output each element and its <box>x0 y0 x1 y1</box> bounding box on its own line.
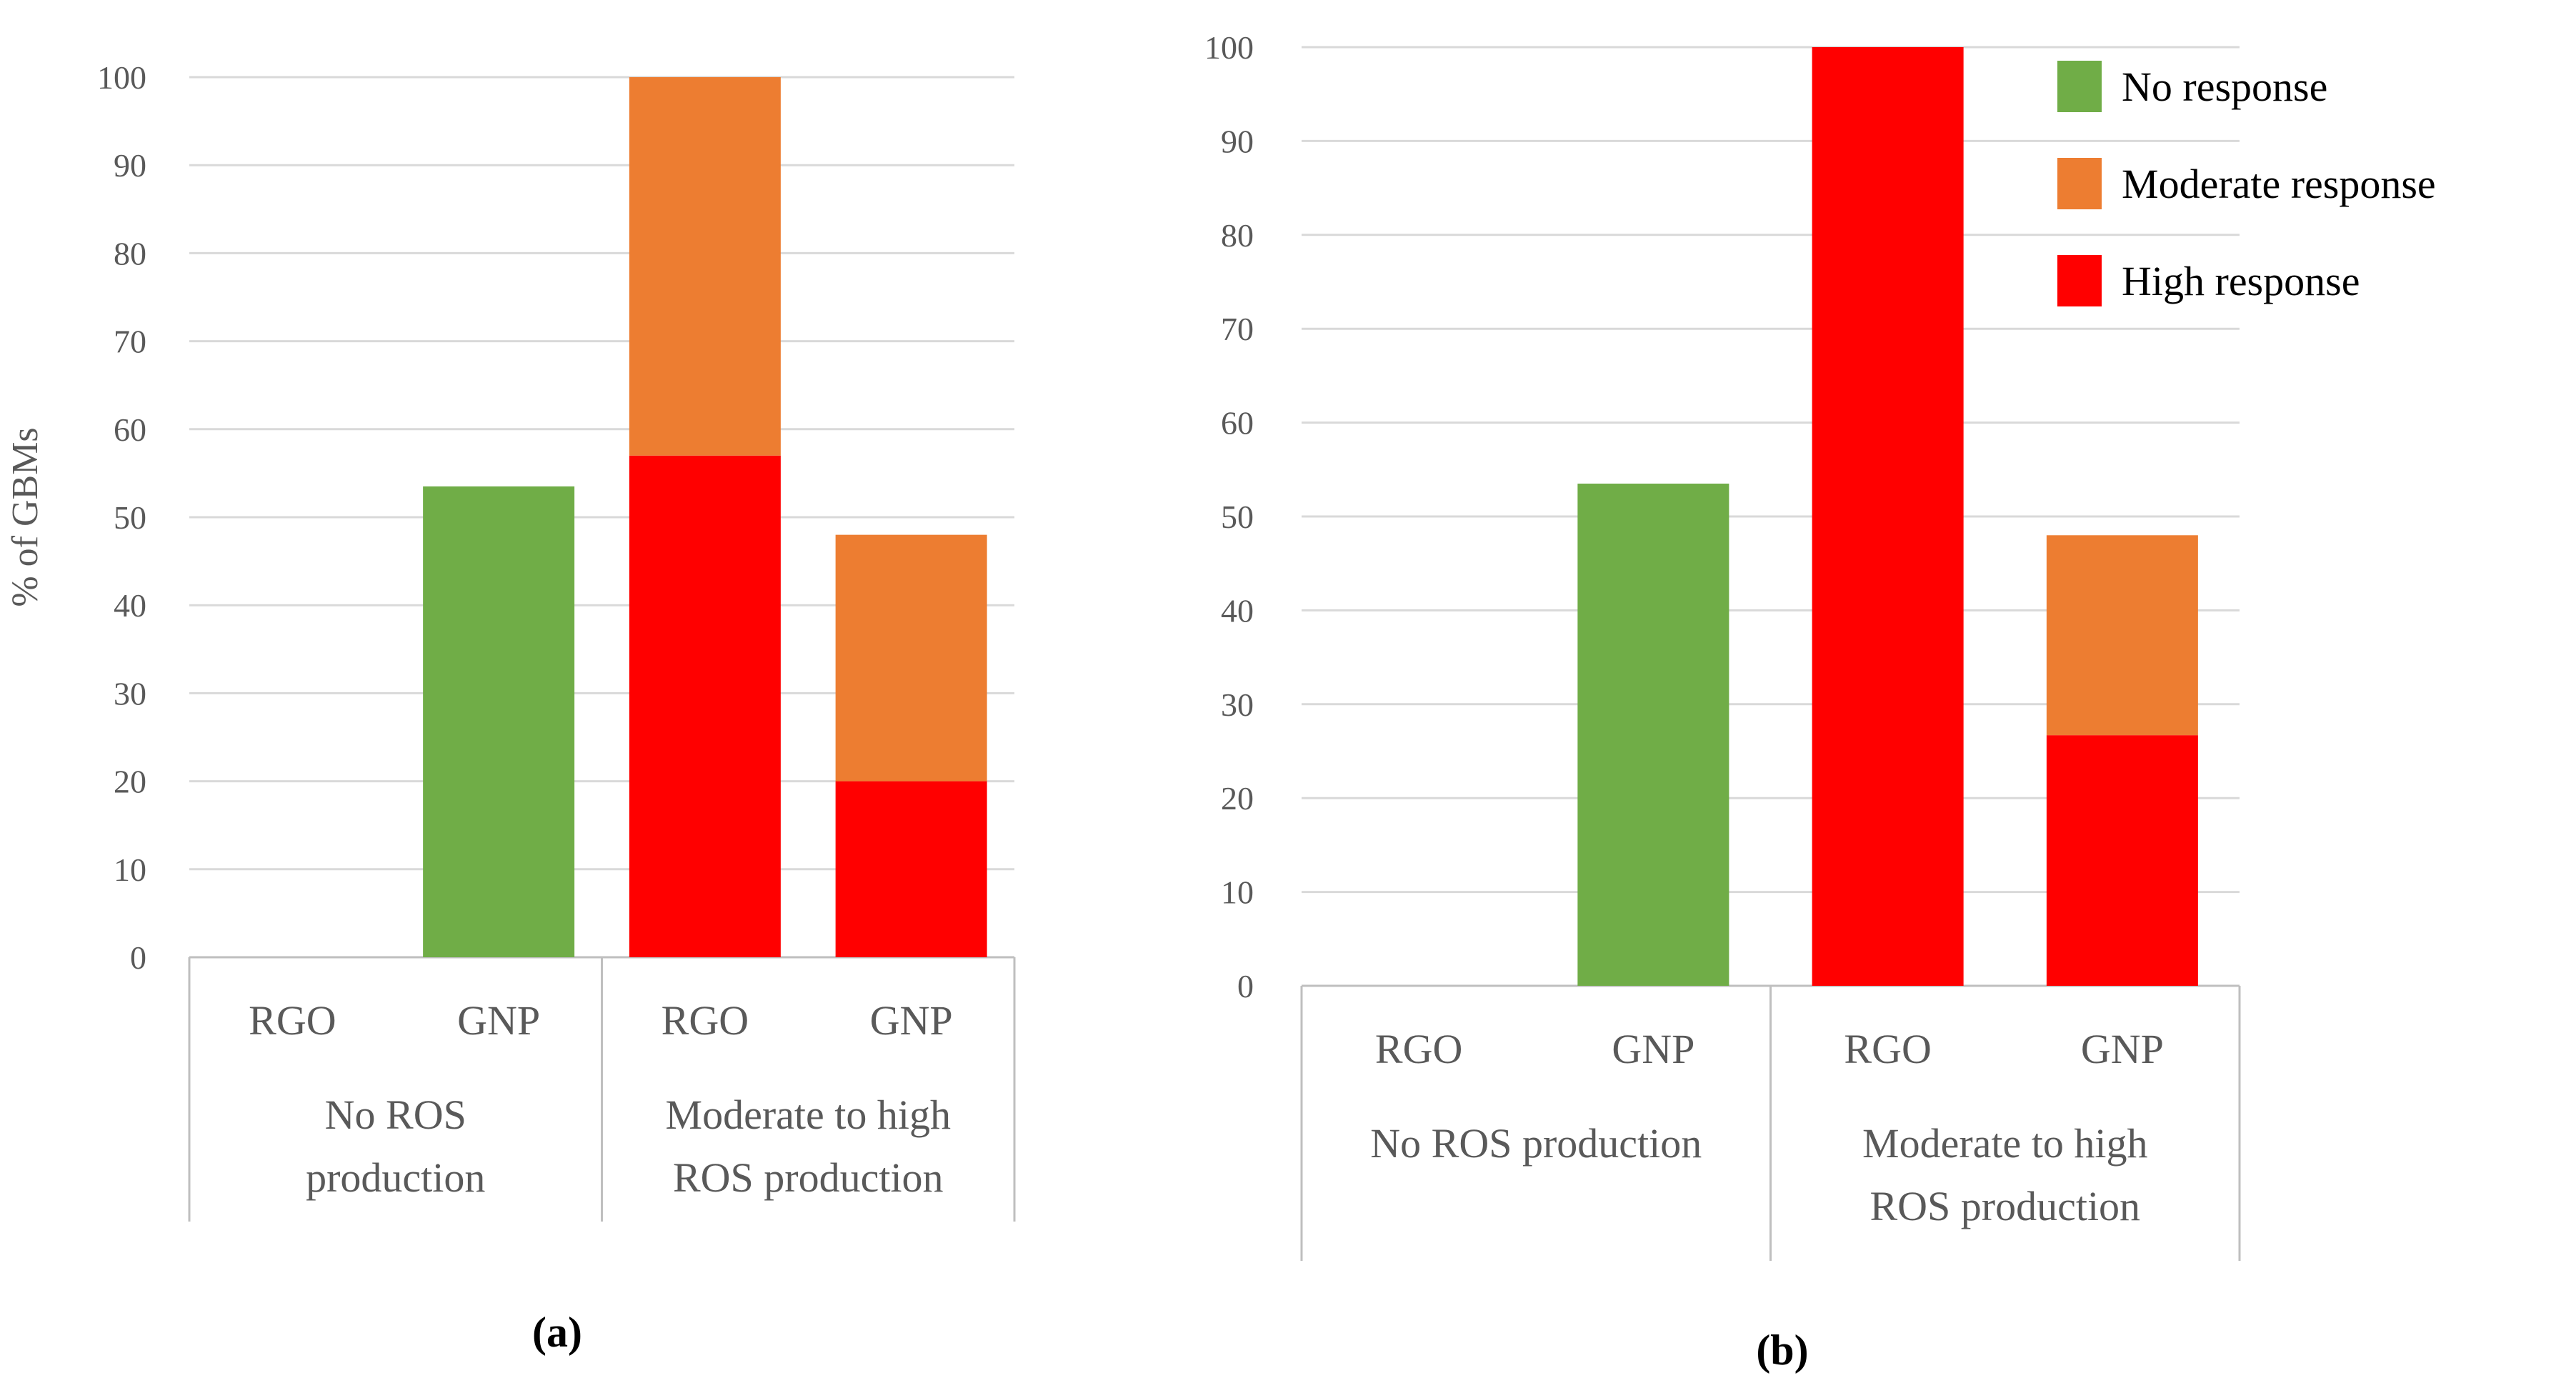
group-label-b-1-line-1: ROS production <box>1869 1183 2140 1229</box>
caption-a: (a) <box>532 1309 582 1356</box>
y-tick-label-b-30: 30 <box>1221 686 1254 723</box>
y-tick-label-b-0: 0 <box>1237 968 1254 1004</box>
y-tick-label-b-20: 20 <box>1221 780 1254 817</box>
group-label-a-1-line-0: Moderate to high <box>666 1092 951 1138</box>
bar-a-no-response-1 <box>423 486 575 957</box>
y-tick-label-a-50: 50 <box>114 499 146 536</box>
x-category-label-b-0: RGO <box>1375 1026 1462 1072</box>
y-axis-title-a: % of GBMs <box>5 427 46 606</box>
y-tick-label-a-30: 30 <box>114 675 146 712</box>
y-tick-label-b-100: 100 <box>1204 29 1254 66</box>
bar-a-high-response-2 <box>629 455 781 957</box>
group-label-b-1-line-0: Moderate to high <box>1862 1120 2147 1167</box>
y-tick-label-a-60: 60 <box>114 411 146 448</box>
group-label-a-0-line-1: production <box>306 1154 485 1201</box>
x-category-label-a-1: GNP <box>457 997 540 1044</box>
y-tick-label-b-60: 60 <box>1221 405 1254 441</box>
x-category-label-a-0: RGO <box>249 997 336 1044</box>
x-category-label-a-3: GNP <box>870 997 953 1044</box>
bar-a-moderate-response-2 <box>629 77 781 456</box>
legend: No response Moderate response High respons… <box>2057 61 2436 306</box>
group-label-a-0-line-0: No ROS <box>325 1092 466 1138</box>
y-tick-label-a-20: 20 <box>114 764 146 800</box>
bar-b-high-response-3 <box>2046 735 2198 986</box>
bar-a-high-response-3 <box>835 781 987 957</box>
group-label-b-0-line-0: No ROS production <box>1370 1120 1702 1167</box>
x-category-label-b-1: GNP <box>1612 1026 1694 1072</box>
legend-label-moderate-response: Moderate response <box>2122 161 2436 207</box>
legend-swatch-high-response <box>2057 255 2102 306</box>
legend-label-high-response: High response <box>2122 258 2360 304</box>
bar-b-moderate-response-3 <box>2046 535 2198 736</box>
y-tick-label-b-80: 80 <box>1221 217 1254 254</box>
legend-swatch-no-response <box>2057 61 2102 112</box>
chart-a: 0 10 20 30 40 50 60 70 80 90 100 RGO GNP RGO GNP No ROS… <box>5 59 1016 1356</box>
y-tick-label-b-50: 50 <box>1221 499 1254 535</box>
x-category-label-b-3: GNP <box>2081 1026 2164 1072</box>
x-category-label-a-2: RGO <box>662 997 749 1044</box>
y-tick-label-b-40: 40 <box>1221 592 1254 629</box>
y-tick-label-b-70: 70 <box>1221 311 1254 347</box>
y-tick-label-a-10: 10 <box>114 852 146 888</box>
legend-label-no-response: No response <box>2122 64 2327 110</box>
chart-b: 0 10 20 30 40 50 60 70 80 90 100 RGO GNP RGO GNP No ROS… <box>1204 29 2241 1374</box>
legend-swatch-moderate-response <box>2057 158 2102 209</box>
y-tick-label-a-70: 70 <box>114 324 146 360</box>
caption-b: (b) <box>1756 1327 1808 1374</box>
y-tick-label-a-90: 90 <box>114 147 146 184</box>
y-tick-label-a-0: 0 <box>130 939 146 976</box>
y-tick-label-b-10: 10 <box>1221 874 1254 911</box>
y-tick-label-a-40: 40 <box>114 587 146 624</box>
group-label-a-1-line-1: ROS production <box>673 1154 944 1201</box>
y-tick-label-a-100: 100 <box>97 59 146 96</box>
bar-b-no-response-1 <box>1577 484 1729 986</box>
y-tick-label-a-80: 80 <box>114 235 146 271</box>
x-category-label-b-2: RGO <box>1844 1026 1931 1072</box>
y-tick-label-b-90: 90 <box>1221 123 1254 159</box>
bar-b-high-response-2 <box>1812 47 1964 986</box>
bar-a-moderate-response-3 <box>835 534 987 782</box>
